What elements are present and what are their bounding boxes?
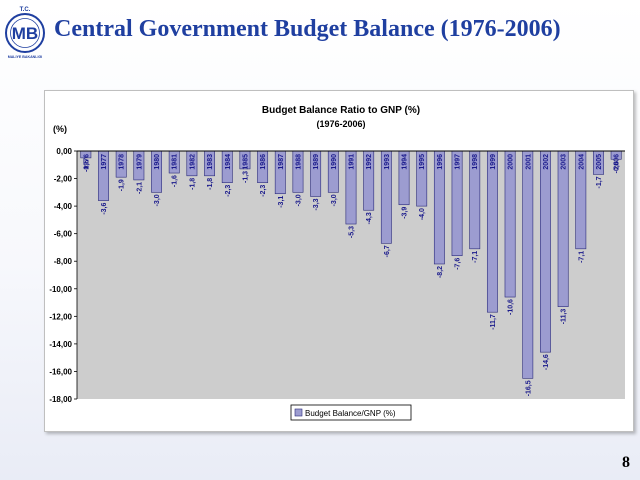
- chart-title: Budget Balance Ratio to GNP (%): [262, 105, 420, 116]
- y-tick-label: -4,00: [54, 202, 73, 211]
- bar-2000: [504, 150, 516, 298]
- y-axis: 0,00 -2,00 -4,00 -6,00 -8,00 -10,00 -12,00 -14,…: [49, 147, 78, 404]
- data-label: -0,5: [83, 160, 90, 172]
- budget-balance-chart: Budget Balance Ratio to GNP (%) (1976-20…: [49, 105, 625, 421]
- data-label: -3,9: [402, 207, 409, 219]
- data-label: -4,3: [366, 212, 373, 224]
- data-label: -1,9: [119, 179, 126, 191]
- legend-swatch: [294, 408, 303, 417]
- ministry-logo: T.C. MB MALIYE BAKANLIGI: [5, 7, 45, 59]
- category-label: 1983: [207, 154, 214, 170]
- data-label: -14,6: [543, 354, 550, 370]
- category-label: 2006: [614, 154, 621, 170]
- data-label: -3,0: [154, 194, 161, 206]
- category-label: 1990: [331, 154, 338, 170]
- category-label: 1998: [472, 154, 479, 170]
- y-tick-label: 0,00: [56, 147, 72, 156]
- data-label: -6,7: [384, 245, 391, 257]
- category-label: 2001: [525, 154, 532, 170]
- y-tick-label: -18,00: [49, 395, 72, 404]
- data-label: -1,3: [242, 171, 249, 183]
- data-label: -3,3: [313, 198, 320, 210]
- y-tick-label: -8,00: [54, 257, 73, 266]
- data-label: -7,1: [472, 251, 479, 263]
- data-label: -1,6: [172, 175, 179, 187]
- bar-1999: [486, 150, 498, 313]
- legend-label: Budget Balance/GNP (%): [305, 409, 396, 418]
- logo-top-text: T.C.: [20, 7, 31, 13]
- category-label: 1989: [313, 154, 320, 170]
- data-label: -5,3: [349, 226, 356, 238]
- data-label: -3,0: [295, 194, 302, 206]
- data-label: -16,5: [525, 380, 532, 396]
- chart-subtitle: (1976-2006): [316, 119, 365, 129]
- category-label: 2003: [561, 154, 568, 170]
- logo-monogram: MB: [12, 24, 38, 43]
- data-label: -3,6: [101, 202, 108, 214]
- category-label: 1986: [260, 154, 267, 170]
- category-label: 2005: [596, 154, 603, 170]
- category-label: 1991: [349, 154, 356, 170]
- y-tick-label: -2,00: [54, 175, 73, 184]
- data-label: -10,6: [508, 299, 515, 315]
- category-label: 1994: [402, 154, 409, 170]
- data-label: -2,3: [225, 185, 232, 197]
- data-label: -11,7: [490, 314, 497, 330]
- data-label: -7,1: [578, 251, 585, 263]
- data-label: -0,6: [614, 161, 621, 173]
- bar-2001: [522, 150, 534, 379]
- data-label: -2,3: [260, 185, 267, 197]
- category-label: 1980: [154, 154, 161, 170]
- category-label: 1992: [366, 154, 373, 170]
- category-label: 2002: [543, 154, 550, 170]
- legend-box: [290, 404, 412, 421]
- data-label: -3,1: [278, 196, 285, 208]
- category-label: 1985: [242, 154, 249, 170]
- data-label: -7,6: [455, 258, 462, 270]
- category-label: 1993: [384, 154, 391, 170]
- data-label: -3,0: [331, 194, 338, 206]
- bar-series: 1976-0,5 1977 -3,6 1978 -1,9 1979 -2,1 1980 -3,0…: [80, 150, 622, 396]
- data-label: -4,0: [419, 208, 426, 220]
- category-label: 1988: [295, 154, 302, 170]
- category-label: 2004: [578, 154, 585, 170]
- y-tick-label: -10,00: [49, 285, 72, 294]
- data-label: -1,7: [596, 176, 603, 188]
- category-label: 1984: [225, 154, 232, 170]
- legend: Budget Balance/GNP (%): [290, 404, 412, 421]
- data-label: -8,2: [437, 266, 444, 278]
- page-number: 8: [622, 454, 630, 471]
- category-label: 1978: [119, 154, 126, 170]
- category-label: 1982: [189, 154, 196, 170]
- y-tick-label: -12,00: [49, 312, 72, 321]
- category-label: 1977: [101, 154, 108, 170]
- category-label: 1995: [419, 154, 426, 170]
- category-label: 1996: [437, 154, 444, 170]
- category-label: 1979: [136, 154, 143, 170]
- y-tick-label: -6,00: [54, 230, 73, 239]
- data-label: -1,8: [189, 178, 196, 190]
- bar-2002: [540, 150, 551, 353]
- data-label: -11,3: [561, 309, 568, 325]
- category-label: 2000: [508, 154, 515, 170]
- page-title: Central Government Budget Balance (1976-…: [54, 16, 561, 42]
- category-label: 1997: [455, 154, 462, 170]
- y-tick-label: -14,00: [49, 340, 72, 349]
- bar-2003: [557, 150, 569, 307]
- category-label: 1999: [490, 154, 497, 170]
- chart-panel: Budget Balance Ratio to GNP (%) (1976-20…: [44, 90, 634, 432]
- category-label: 1976: [83, 154, 90, 170]
- category-label: 1981: [172, 154, 179, 170]
- data-label: -1,8: [207, 178, 214, 190]
- data-label: -2,1: [136, 182, 143, 194]
- y-tick-label: -16,00: [49, 367, 72, 376]
- y-axis-label: (%): [53, 124, 67, 134]
- logo-ring-text: MALIYE BAKANLIGI: [8, 55, 43, 59]
- category-label: 1987: [278, 154, 285, 170]
